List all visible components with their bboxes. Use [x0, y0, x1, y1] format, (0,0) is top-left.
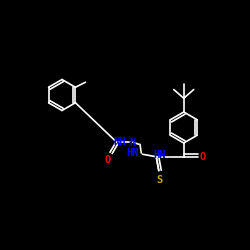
Text: O: O — [200, 152, 206, 162]
Text: HN: HN — [126, 148, 139, 158]
Text: NH: NH — [114, 137, 126, 147]
Text: S: S — [157, 175, 163, 185]
Text: O: O — [104, 155, 110, 165]
Text: HN: HN — [154, 150, 166, 160]
Text: N: N — [129, 138, 136, 148]
